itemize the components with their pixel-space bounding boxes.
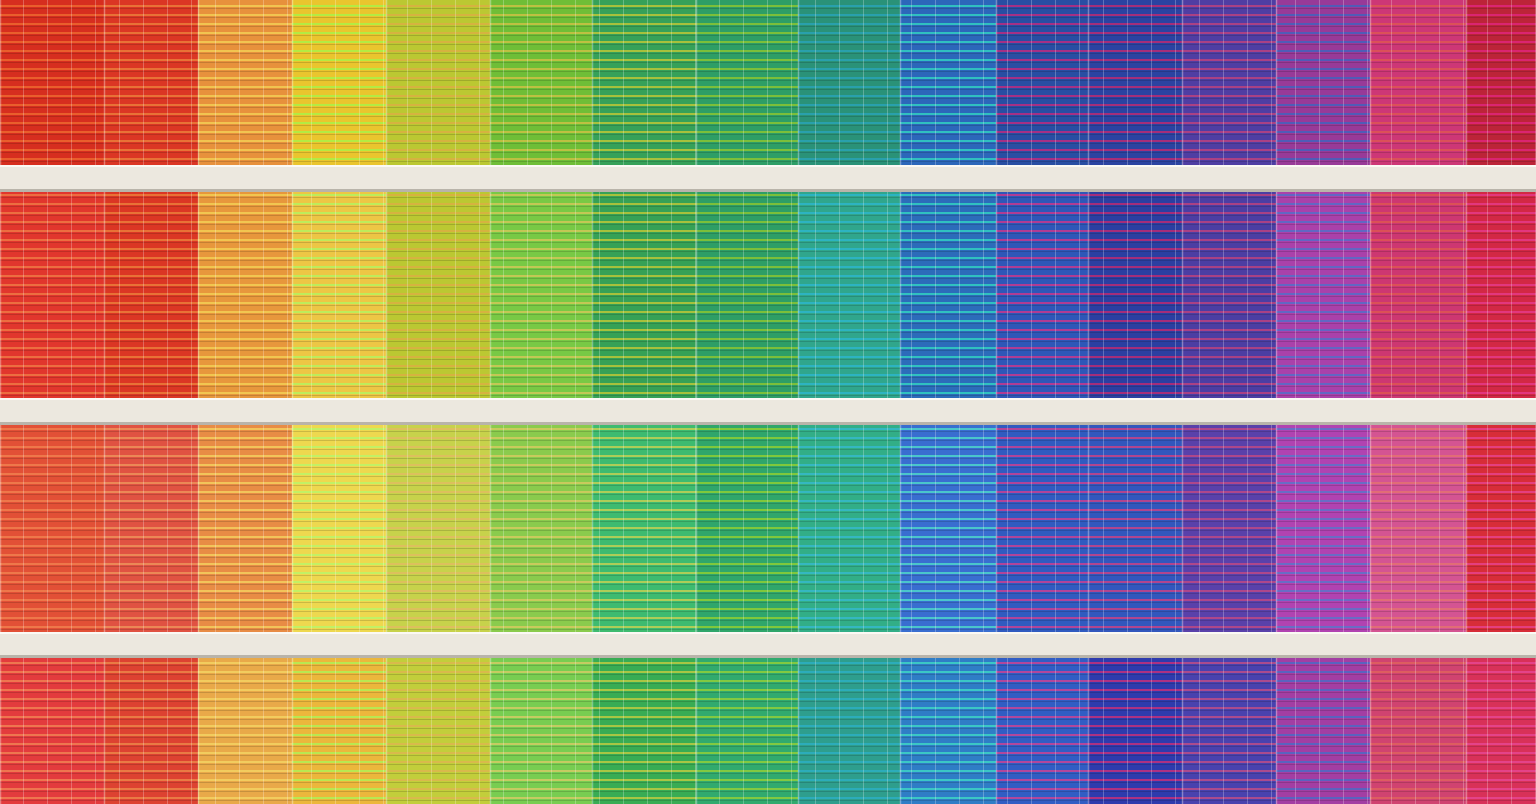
floor-slab xyxy=(0,165,1536,192)
window-panel xyxy=(104,192,198,398)
window-panel xyxy=(1182,425,1276,632)
window-panel xyxy=(592,192,696,398)
window-panel xyxy=(1370,0,1466,165)
window-panel xyxy=(1276,0,1370,165)
window-panel xyxy=(292,425,386,632)
window-panel xyxy=(0,658,104,804)
window-panel xyxy=(798,0,900,165)
window-panel xyxy=(900,425,996,632)
slab-highlight xyxy=(0,632,1536,634)
window-panel xyxy=(1182,658,1276,804)
window-panel xyxy=(1088,0,1182,165)
window-panel xyxy=(0,192,104,398)
window-panel xyxy=(1370,425,1466,632)
window-panel xyxy=(198,0,292,165)
window-panel xyxy=(1276,658,1370,804)
window-panel xyxy=(104,425,198,632)
window-panel xyxy=(1182,0,1276,165)
window-panel xyxy=(996,0,1088,165)
window-panel xyxy=(292,192,386,398)
window-panel xyxy=(490,0,592,165)
window-panel xyxy=(900,0,996,165)
window-panel xyxy=(696,192,798,398)
window-panel xyxy=(900,658,996,804)
window-panel xyxy=(798,658,900,804)
window-panel xyxy=(490,425,592,632)
slab-shadow xyxy=(0,422,1536,425)
window-panel xyxy=(592,658,696,804)
window-panel xyxy=(1276,425,1370,632)
window-panel xyxy=(490,192,592,398)
floor-slab xyxy=(0,632,1536,658)
window-panel xyxy=(798,425,900,632)
window-panel xyxy=(292,0,386,165)
window-panel xyxy=(1088,192,1182,398)
window-panel xyxy=(1182,192,1276,398)
window-panel xyxy=(1088,425,1182,632)
window-panel xyxy=(104,658,198,804)
window-panel xyxy=(104,0,198,165)
window-panel xyxy=(386,192,490,398)
window-panel xyxy=(386,0,490,165)
slab-shadow xyxy=(0,189,1536,192)
window-panel xyxy=(1370,192,1466,398)
window-panel xyxy=(1466,658,1536,804)
window-panel xyxy=(696,0,798,165)
window-panel xyxy=(900,192,996,398)
window-panel xyxy=(198,425,292,632)
window-panel xyxy=(1466,192,1536,398)
window-panel xyxy=(1466,0,1536,165)
floor-slab xyxy=(0,398,1536,425)
slab-highlight xyxy=(0,165,1536,167)
window-panel xyxy=(798,192,900,398)
window-panel xyxy=(1088,658,1182,804)
window-panel xyxy=(1370,658,1466,804)
window-panel xyxy=(292,658,386,804)
slab-shadow xyxy=(0,655,1536,658)
window-panel xyxy=(592,425,696,632)
window-panel xyxy=(592,0,696,165)
window-panel xyxy=(198,658,292,804)
slab-highlight xyxy=(0,398,1536,400)
window-panel xyxy=(996,658,1088,804)
window-panel xyxy=(696,658,798,804)
window-panel xyxy=(996,192,1088,398)
window-panel xyxy=(696,425,798,632)
window-panel xyxy=(1466,425,1536,632)
window-panel xyxy=(0,425,104,632)
window-panel xyxy=(386,658,490,804)
window-panel xyxy=(198,192,292,398)
window-panel xyxy=(1276,192,1370,398)
window-panel xyxy=(996,425,1088,632)
window-panel xyxy=(0,0,104,165)
window-panel xyxy=(490,658,592,804)
window-panel xyxy=(386,425,490,632)
